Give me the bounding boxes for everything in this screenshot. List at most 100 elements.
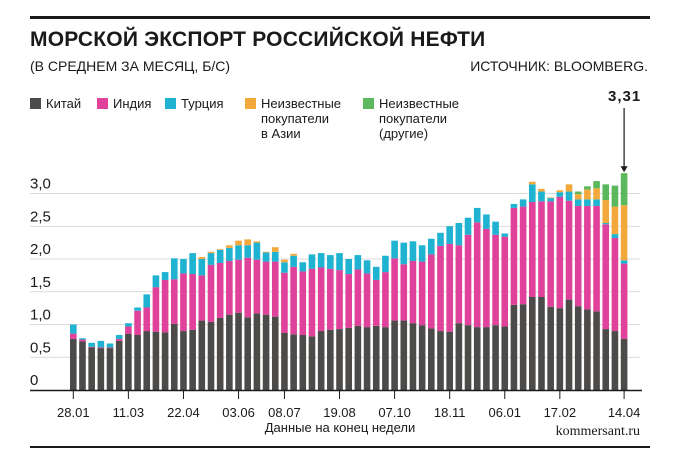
bar-segment-india [70,333,77,339]
x-tick-label: 28.01 [57,405,90,420]
bar-segment-india [363,273,371,328]
bar-segment-turkey [79,338,86,340]
bar-segment-turkey [437,232,444,246]
bar-segment-turkey [143,294,151,308]
bar-segment-turkey [391,240,398,259]
bar-segment-india [584,205,591,310]
bar-segment-india [97,347,105,349]
bar-segment-india [170,279,178,324]
bar-segment-turkey [400,242,408,265]
bar-segment-unknown_asia [611,206,619,235]
bar-segment-india [391,258,398,321]
bar-segment-turkey [611,234,619,239]
bar-segment-china [391,320,398,390]
bar-segment-india [189,274,196,330]
bar-segment-turkey [593,199,600,206]
bar-segment-india [409,260,417,324]
bar-segment-china [584,309,591,390]
bar-segment-turkey [547,198,554,202]
bar-segment-turkey [152,275,160,288]
x-tick-label: 07.10 [378,405,411,420]
bar-segment-india [611,238,619,332]
bar-segment-turkey [290,255,297,267]
bar-segment-china [428,328,435,390]
bar-segment-turkey [602,222,610,225]
bar-segment-india [529,202,536,297]
bar-segment-china [529,296,536,390]
bar-segment-turkey [317,253,325,268]
bar-segment-turkey [216,249,224,263]
bar-segment-india [115,338,123,341]
bar-segment-india [446,243,453,332]
bar-segment-unknown_asia [547,197,554,199]
bar-segment-india [556,196,564,309]
bar-segment-india [372,279,380,326]
bar-segment-turkey [519,199,527,207]
x-tick-label: 08.07 [268,405,301,420]
bar-segment-india [593,205,600,312]
bar-segment-turkey [363,260,371,274]
bar-segment-china [455,323,463,390]
y-tick-label: 1,0 [30,307,51,324]
bar-segment-unknown_asia [198,257,206,259]
bar-segment-india [106,347,114,349]
bar-segment-china [345,327,352,390]
bar-segment-unknown_other [593,181,600,189]
bar-segment-turkey [308,254,316,269]
bar-segment-china [198,320,206,390]
peak-arrow-head [620,166,628,173]
bar-segment-india [327,268,334,330]
bar-segment-turkey [262,252,270,262]
bar-segment-india [271,261,279,317]
bar-segment-india [437,245,444,332]
x-tick-label: 14.04 [608,405,641,420]
bar-segment-china [125,333,132,390]
bar-segment-india [125,326,132,334]
bar-segment-unknown_asia [565,184,573,192]
bar-segment-china [134,334,141,390]
bar-segment-unknown_asia [556,190,564,193]
bar-segment-china [418,325,426,390]
bar-segment-china [180,331,187,390]
bar-segment-china [290,334,297,390]
bar-segment-india [134,310,141,335]
bar-segment-turkey [354,255,362,270]
bar-segment-turkey [372,266,380,280]
bar-segment-india [244,257,252,318]
bar-segment-china [492,325,499,390]
bar-segment-india [492,234,499,326]
bar-segment-turkey [538,191,545,202]
chart-subtitle: (В СРЕДНЕМ ЗА МЕСЯЦ, Б/С) [30,58,231,74]
bar-segment-china [556,308,564,391]
bar-segment-turkey [464,217,472,235]
bar-segment-china [327,329,334,390]
bar-segment-india [198,275,206,321]
legend-label: Неизвестные покупатели (другие) [379,96,460,141]
bar-segment-china [271,316,279,390]
bar-segment-turkey [134,307,141,311]
bar-segment-china [281,333,288,390]
bar-segment-turkey [501,233,509,237]
bar-segment-turkey [336,253,343,271]
bar-segment-india [290,266,297,335]
bar-segment-turkey [115,334,123,339]
y-tick-label: 2,5 [30,208,51,225]
bar-segment-turkey [620,260,628,264]
bar-segment-china [620,338,628,390]
bar-segment-china [565,299,573,390]
bar-segment-india [519,206,527,305]
bar-segment-turkey [235,245,242,260]
bar-segment-unknown_asia [620,205,628,261]
bar-segment-china [547,306,554,390]
peak-annotation: 3,31 [608,88,642,105]
bar-segment-turkey [70,324,77,334]
bar-segment-india [253,259,261,314]
bar-segment-turkey [574,199,582,206]
bar-segment-turkey [492,221,499,235]
bar-segment-india [262,261,270,315]
legend-swatch [165,98,176,109]
y-tick-label: 2,0 [30,241,51,258]
bar-segment-india [299,271,307,335]
x-tick-label: 17.02 [544,405,577,420]
